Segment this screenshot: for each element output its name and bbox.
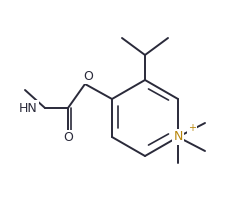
Text: O: O xyxy=(63,131,73,144)
Text: HN: HN xyxy=(19,101,38,114)
Text: N: N xyxy=(173,131,183,144)
Text: +: + xyxy=(188,123,196,133)
Text: O: O xyxy=(83,70,93,83)
